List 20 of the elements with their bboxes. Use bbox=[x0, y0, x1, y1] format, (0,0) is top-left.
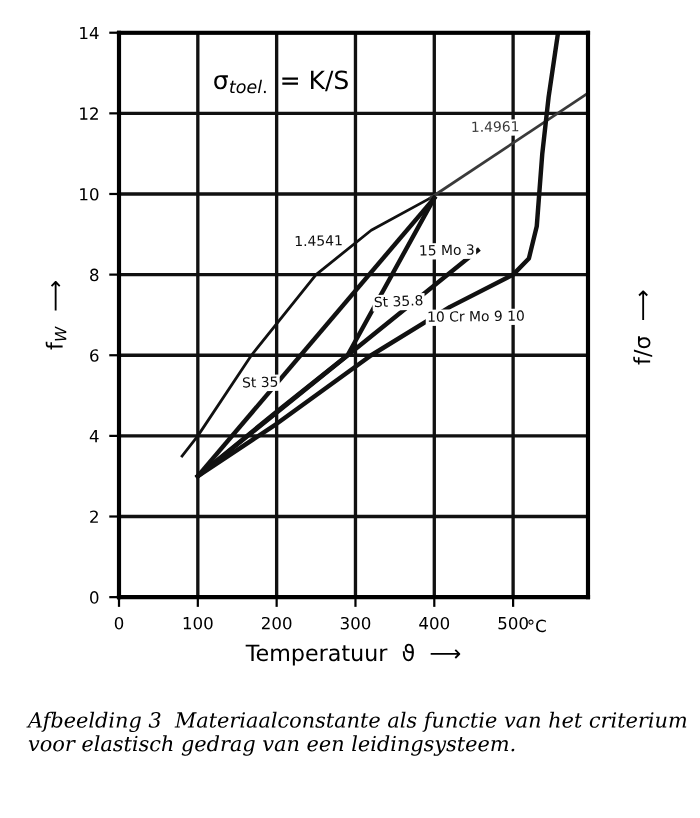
x-tick-label: 300 bbox=[340, 616, 371, 630]
y-tick-label: 0 bbox=[90, 591, 99, 604]
x-tick-label: 0 bbox=[114, 616, 124, 630]
x-tick-label: 500 bbox=[498, 616, 528, 630]
text: f/σ ⟶ bbox=[633, 290, 653, 365]
x-axis-title: Temperatuur ϑ ⟶ bbox=[245, 643, 461, 666]
y-tick-label: 6 bbox=[90, 349, 99, 362]
x-tick-label: 400 bbox=[419, 616, 450, 630]
y-tick-label: 14 bbox=[80, 26, 99, 40]
y-axis-title: f$_{W}$ ⟶ bbox=[45, 281, 67, 350]
x-tick-label: 100 bbox=[183, 616, 213, 630]
y-tick-label: 4 bbox=[89, 430, 99, 443]
text: °C bbox=[528, 619, 546, 633]
y-tick-label: 12 bbox=[80, 107, 98, 120]
x-tick-label: 200 bbox=[261, 616, 292, 630]
text: Afbeelding 3 Materiaalconstante als functie van het criterium voor elastisch gedrag van een leidingsysteem. bbox=[26, 711, 687, 756]
annotation: σ$_{toel.}$ = K/S bbox=[214, 70, 348, 94]
y-tick-label: 8 bbox=[90, 268, 99, 282]
y-tick-label: 10 bbox=[80, 187, 99, 201]
y-tick-label: 2 bbox=[90, 510, 98, 523]
